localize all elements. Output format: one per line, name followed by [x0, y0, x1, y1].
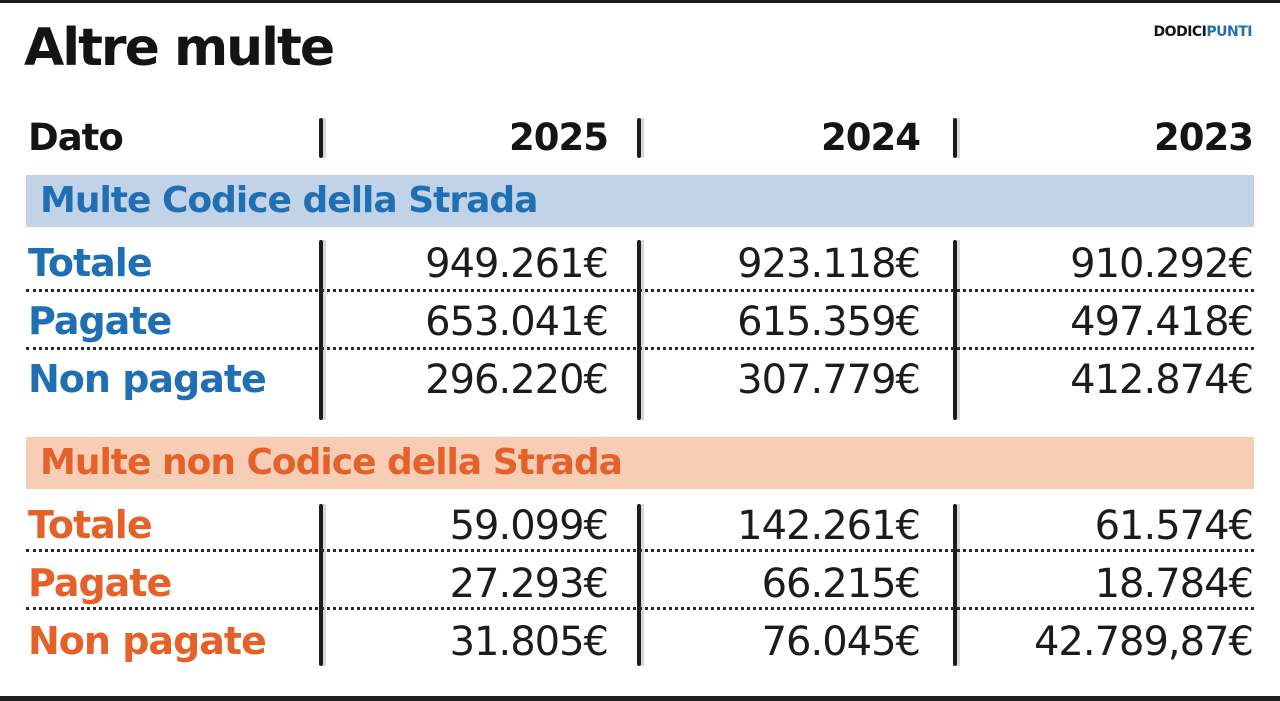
cell-value: 296.220€	[425, 357, 609, 403]
section-title: Multe Codice della Strada	[40, 180, 538, 221]
cell-value: 31.805€	[449, 619, 609, 665]
header-separator	[319, 118, 326, 158]
section-band-non-codice-strada: Multe non Codice della Strada	[26, 437, 1254, 489]
cell-value: 923.118€	[737, 241, 921, 287]
cell-value: 653.041€	[425, 299, 609, 345]
column-header-dato: Dato	[28, 116, 124, 159]
section-title: Multe non Codice della Strada	[40, 442, 623, 483]
column-separator	[637, 240, 644, 420]
row-divider	[26, 347, 1254, 350]
section-band-codice-strada: Multe Codice della Strada	[26, 175, 1254, 227]
row-divider	[26, 607, 1254, 610]
row-divider	[26, 289, 1254, 292]
cell-value: 615.359€	[737, 299, 921, 345]
cell-value: 59.099€	[449, 503, 609, 549]
brand-part-1: DODICI	[1153, 24, 1207, 40]
cell-value: 61.574€	[1094, 503, 1254, 549]
column-header-2025: 2025	[509, 116, 609, 159]
row-label: Pagate	[28, 561, 172, 605]
row-label: Totale	[28, 241, 153, 285]
brand-part-2: PUNTI	[1206, 24, 1252, 40]
row-label: Non pagate	[28, 357, 267, 401]
row-label: Totale	[28, 503, 153, 547]
header-separator	[953, 118, 960, 158]
cell-value: 949.261€	[425, 241, 609, 287]
cell-value: 18.784€	[1094, 561, 1254, 607]
cell-value: 42.789,87€	[1033, 619, 1254, 665]
row-divider	[26, 549, 1254, 552]
page-title: Altre multe	[24, 18, 335, 78]
column-separator	[953, 504, 960, 666]
cell-value: 307.779€	[737, 357, 921, 403]
column-separator	[319, 240, 326, 420]
column-separator	[637, 504, 644, 666]
cell-value: 497.418€	[1070, 299, 1254, 345]
header-separator	[637, 118, 644, 158]
column-separator	[953, 240, 960, 420]
column-header-2024: 2024	[821, 116, 921, 159]
row-label: Non pagate	[28, 619, 267, 663]
column-separator	[319, 504, 326, 666]
cell-value: 66.215€	[761, 561, 921, 607]
cell-value: 76.045€	[761, 619, 921, 665]
column-header-2023: 2023	[1154, 116, 1254, 159]
cell-value: 412.874€	[1070, 357, 1254, 403]
cell-value: 910.292€	[1070, 241, 1254, 287]
brand-logo: DODICIPUNTI	[1153, 24, 1253, 40]
cell-value: 142.261€	[737, 503, 921, 549]
row-label: Pagate	[28, 299, 172, 343]
cell-value: 27.293€	[449, 561, 609, 607]
